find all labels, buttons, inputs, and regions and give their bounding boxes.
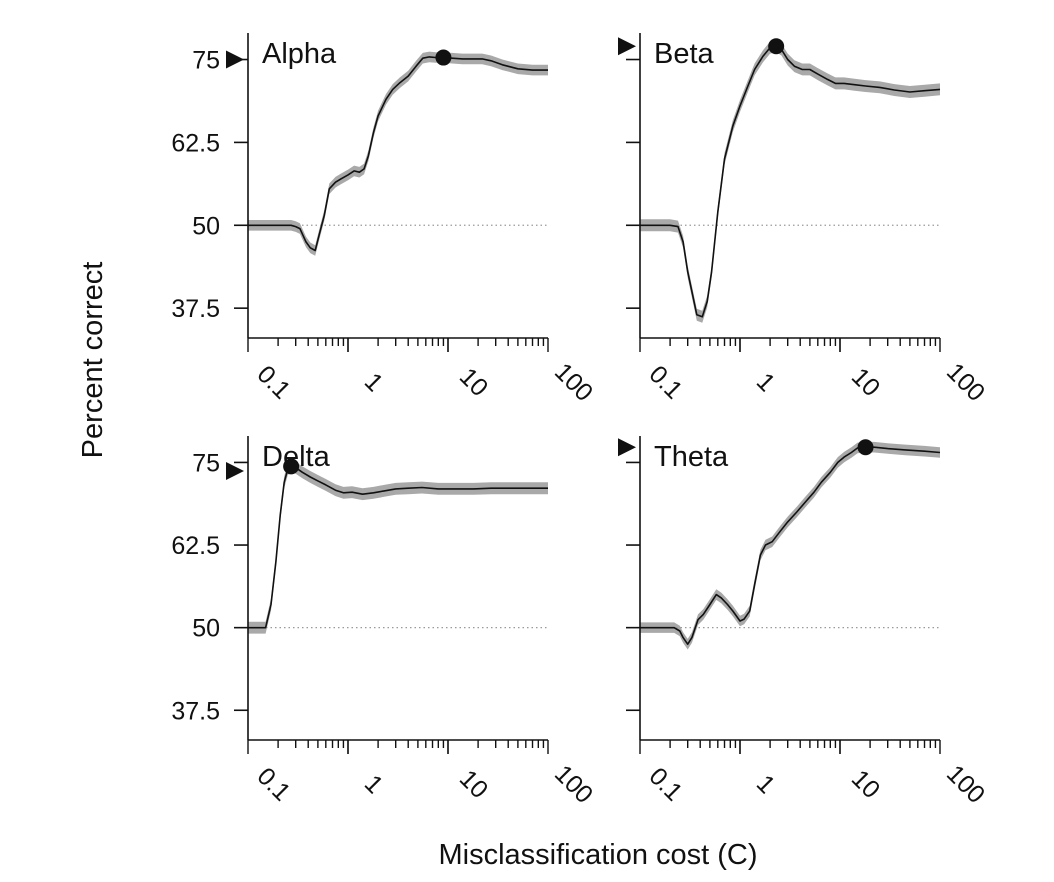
reference-arrow-marker bbox=[618, 438, 636, 457]
x-tick-label: 0.1 bbox=[251, 360, 295, 404]
x-tick-label: 100 bbox=[549, 358, 598, 407]
x-tick-label: 10 bbox=[846, 363, 885, 402]
y-tick-label: 75 bbox=[192, 449, 220, 477]
panel-theta: 0.1 1 10 100 Theta bbox=[618, 436, 990, 809]
series-line bbox=[248, 56, 548, 252]
x-tick-label: 0.1 bbox=[251, 762, 295, 806]
x-tick-label: 100 bbox=[941, 358, 990, 407]
x-tick-label: 1 bbox=[359, 368, 389, 398]
x-tick-label: 1 bbox=[751, 368, 781, 398]
confidence-band bbox=[248, 51, 548, 256]
panel-alpha: 37.5 50 62.5 75 0.1 1 10 100 Alpha bbox=[171, 33, 598, 407]
y-tick-label: 37.5 bbox=[171, 697, 220, 725]
y-axis-title: Percent correct bbox=[77, 262, 109, 459]
panels: 37.5 50 62.5 75 0.1 1 10 100 Alpha 0.1 1 10 100 Beta 3… bbox=[171, 33, 990, 809]
y-tick-label: 50 bbox=[192, 615, 220, 643]
x-tick-label: 1 bbox=[359, 770, 389, 800]
y-tick-label: 50 bbox=[192, 212, 220, 240]
panel-beta: 0.1 1 10 100 Beta bbox=[618, 33, 990, 407]
best-point-marker bbox=[857, 439, 874, 456]
x-axis-title: Misclassification cost (C) bbox=[438, 839, 757, 871]
y-tick-label: 62.5 bbox=[171, 129, 220, 157]
confidence-band bbox=[640, 40, 940, 323]
x-tick-label: 0.1 bbox=[643, 360, 687, 404]
best-point-marker bbox=[283, 458, 300, 475]
confidence-band bbox=[248, 460, 548, 634]
x-tick-label: 100 bbox=[549, 760, 598, 809]
x-tick-label: 10 bbox=[454, 765, 493, 804]
x-tick-label: 100 bbox=[941, 760, 990, 809]
x-tick-label: 10 bbox=[454, 363, 493, 402]
y-tick-label: 62.5 bbox=[171, 532, 220, 560]
panel-title: Theta bbox=[654, 441, 729, 473]
best-point-marker bbox=[768, 38, 785, 55]
best-point-marker bbox=[435, 49, 452, 66]
x-tick-label: 10 bbox=[846, 765, 885, 804]
y-tick-label: 37.5 bbox=[171, 295, 220, 323]
y-tick-label: 75 bbox=[192, 47, 220, 75]
series-line bbox=[640, 446, 941, 646]
reference-arrow-marker bbox=[226, 462, 244, 481]
reference-arrow-marker bbox=[618, 37, 636, 56]
x-tick-label: 1 bbox=[751, 770, 781, 800]
panel-title: Beta bbox=[654, 38, 715, 70]
confidence-band bbox=[640, 441, 940, 650]
x-tick-label: 0.1 bbox=[643, 762, 687, 806]
reference-arrow-marker bbox=[226, 50, 244, 69]
series-line bbox=[248, 465, 548, 629]
panel-title: Alpha bbox=[262, 38, 337, 70]
